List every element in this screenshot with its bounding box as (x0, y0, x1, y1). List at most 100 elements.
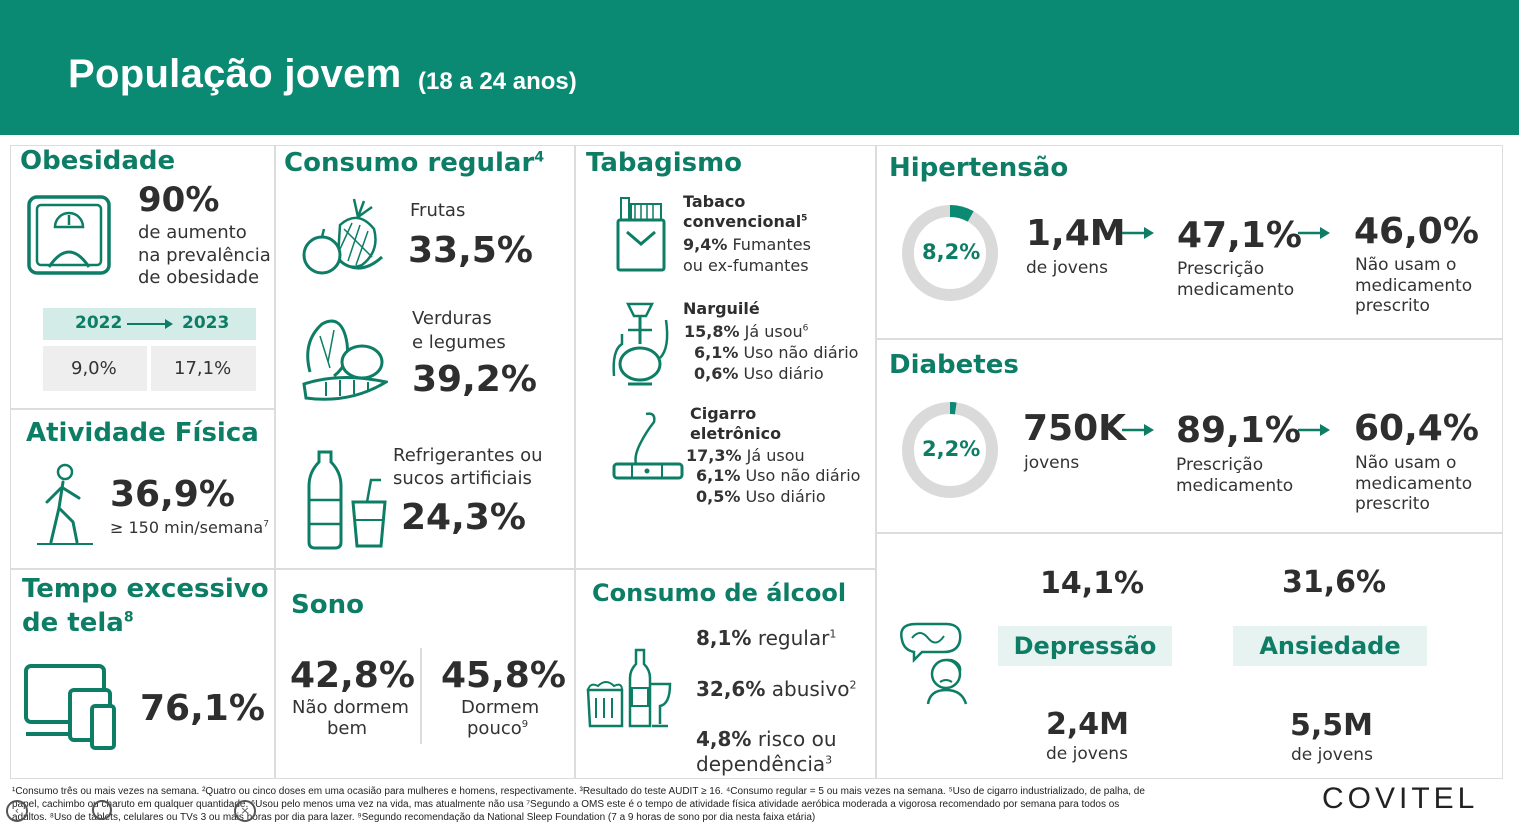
tabaco-title-1: Tabaco (683, 192, 746, 211)
hipertensao-p1: 47,1% (1177, 215, 1302, 256)
hipertensao-n-label: de jovens (1026, 258, 1108, 278)
narguile-row-2: 6,1% Uso não diário (694, 343, 859, 362)
hipertensao-p1-l1: Prescrição (1177, 259, 1265, 279)
frutas-label: Frutas (410, 200, 466, 221)
depressao-n: 2,4M (1046, 707, 1129, 742)
refri-pct: 24,3% (401, 497, 526, 538)
panel-hipertensao (876, 145, 1503, 339)
panel-diabetes (876, 339, 1503, 533)
hipertensao-p2-l2: medicamento (1355, 276, 1473, 296)
consumo-sup: 4 (534, 149, 545, 166)
soda-bottle-icon (307, 450, 387, 550)
ansiedade-pct: 31,6% (1282, 565, 1387, 600)
hipertensao-p2: 46,0% (1354, 211, 1479, 252)
depressao-pct: 14,1% (1040, 566, 1145, 601)
sono-divider (420, 648, 422, 744)
atividade-heading: Atividade Física (26, 418, 259, 448)
tabaco-line-2: ou ex-fumantes (683, 256, 809, 275)
tela-sup: 8 (123, 609, 134, 626)
obesidade-val-1: 9,0% (71, 358, 117, 379)
worried-person-icon (900, 622, 968, 705)
diabetes-p1-l2: medicamento (1176, 476, 1294, 496)
diabetes-donut-label: 2,2% (922, 437, 981, 461)
donut-value-arc (902, 402, 998, 498)
diabetes-n-label: jovens (1024, 453, 1080, 473)
viewer-controls: ‹ × (6, 798, 256, 822)
arrow-right-icon (127, 319, 173, 329)
hipertensao-heading: Hipertensão (889, 153, 1069, 183)
sono-label-2b: pouco9 (467, 718, 529, 739)
sono-label-1a: Não dormem (292, 697, 409, 718)
frutas-pct: 33,5% (408, 230, 533, 271)
refri-label-1: Refrigerantes ou (393, 445, 543, 466)
sono-sup: 9 (521, 719, 529, 730)
obesidade-val-2: 17,1% (174, 358, 232, 379)
tabaco-line-1: 9,4% Fumantes (683, 235, 811, 254)
tabaco-sup: 5 (801, 213, 808, 224)
diabetes-donut (902, 402, 998, 498)
tela-heading-2: de tela8 (22, 608, 134, 638)
sono-pct-1: 42,8% (290, 655, 415, 696)
narguile-row-3: 0,6% Uso diário (694, 364, 824, 383)
cigarro-row-2: 6,1% Uso não diário (696, 466, 861, 485)
sono-label-1b: bem (327, 718, 368, 739)
diabetes-n: 750K (1023, 408, 1127, 449)
obesidade-val-1-box (43, 346, 147, 391)
cigarro-title-2: eletrônico (690, 424, 782, 443)
tabagismo-heading: Tabagismo (586, 148, 743, 178)
hipertensao-donut-label: 8,2% (922, 240, 981, 264)
tabaco-title-2: convencional5 (683, 212, 808, 231)
diabetes-p1-l1: Prescrição (1176, 455, 1264, 475)
hipertensao-p2-l1: Não usam o (1355, 255, 1457, 275)
atividade-pct: 36,9% (110, 474, 235, 515)
covitel-logo-text: COVITEL (1322, 782, 1479, 815)
tela-heading-1: Tempo excessivo (22, 574, 269, 604)
close-icon[interactable]: × (234, 800, 256, 822)
sono-pct-2: 45,8% (441, 655, 566, 696)
walking-person-icon (37, 463, 93, 545)
cigarro-row-3: 0,5% Uso diário (696, 487, 826, 506)
depressao-n-label: de jovens (1046, 744, 1128, 764)
alcool-row-3b: dependência3 (696, 752, 833, 776)
sono-label-2a: Dormem (461, 697, 540, 718)
alcohol-drinks-icon (586, 648, 672, 728)
panel-alcool (575, 569, 876, 779)
diabetes-p1: 89,1% (1176, 410, 1301, 451)
cigarro-row-1: 17,3% Já usou (686, 446, 805, 465)
vegetables-icon (302, 319, 388, 401)
obesidade-desc-2: na prevalência (138, 245, 271, 266)
scale-icon (27, 195, 111, 275)
depressao-label: Depressão (998, 626, 1172, 666)
hipertensao-p1-l2: medicamento (1177, 280, 1295, 300)
prev-icon[interactable]: ‹ (6, 800, 28, 822)
footnote-line-3: adultos. ⁸Uso de tablets, celulares ou T… (12, 812, 816, 823)
obesidade-year-1: 2022 (75, 313, 123, 333)
ansiedade-label: Ansiedade (1233, 626, 1427, 666)
fruits-icon (302, 198, 384, 275)
atividade-desc: ≥ 150 min/semana7 (110, 518, 269, 537)
arrow-right-icon (1122, 424, 1154, 436)
panel-tabagismo (575, 145, 876, 569)
tela-pct: 76,1% (140, 688, 265, 729)
zoom-icon[interactable] (92, 800, 112, 820)
verduras-label-1: Verduras (412, 308, 492, 329)
narguile-title: Narguilé (683, 299, 760, 318)
panel-tempo-tela (10, 569, 275, 779)
hipertensao-n: 1,4M (1026, 213, 1126, 254)
narguile-row-1: 15,8% Já usou6 (684, 322, 809, 341)
ansiedade-n: 5,5M (1290, 708, 1373, 743)
panel-atividade-fisica (10, 409, 275, 569)
hipertensao-donut (902, 205, 998, 301)
obesidade-heading: Obesidade (20, 146, 176, 176)
alcool-heading: Consumo de álcool (592, 579, 847, 607)
diabetes-p2-l2: medicamento (1355, 474, 1473, 494)
diabetes-heading: Diabetes (889, 350, 1019, 380)
consumo-heading: Consumo regular4 (284, 148, 545, 178)
diabetes-p2-l1: Não usam o (1355, 453, 1457, 473)
diabetes-p2: 60,4% (1354, 408, 1479, 449)
verduras-pct: 39,2% (412, 359, 537, 400)
page-subtitle: (18 a 24 anos) (418, 68, 577, 95)
obesidade-pct: 90% (138, 180, 220, 220)
cigarro-title-1: Cigarro (690, 404, 757, 423)
footnote-line-1: ¹Consumo três ou mais vezes na semana. ²… (12, 786, 1145, 797)
